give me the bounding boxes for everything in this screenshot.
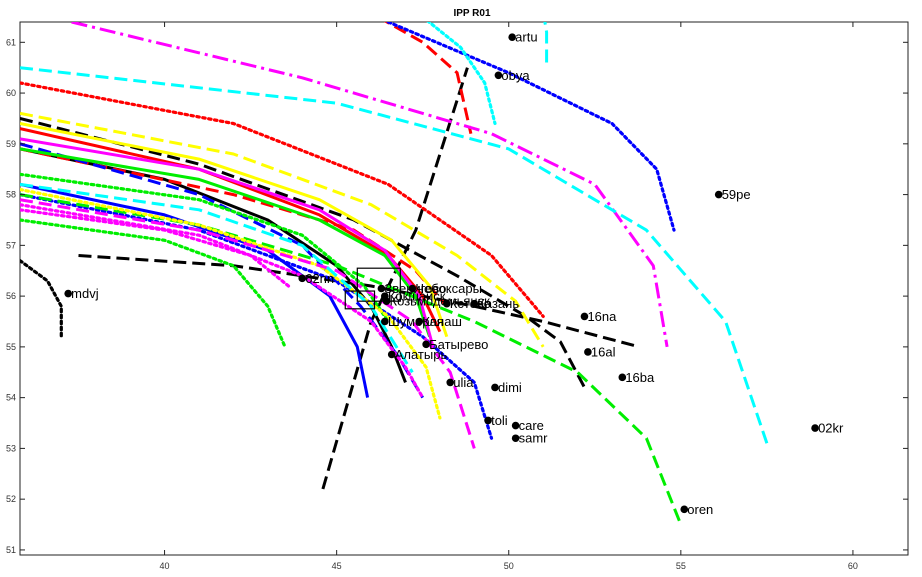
station-point-2 [714, 190, 723, 199]
station-point-6 [377, 284, 386, 293]
y-tick-label-1: 52 [6, 494, 16, 504]
station-point-1 [494, 71, 503, 80]
station-point-16 [584, 348, 592, 356]
series-line-19 [20, 187, 442, 420]
station-point-22 [511, 434, 520, 443]
station-point-5 [408, 284, 417, 293]
series-line-3 [321, 67, 469, 490]
x-tick-label-0: 40 [160, 561, 170, 571]
y-tick-label-9: 60 [6, 88, 16, 98]
station-label-17: 16ba [625, 370, 655, 385]
series-layer [20, 22, 769, 526]
series-line-25 [20, 66, 769, 444]
series-line-20 [20, 137, 435, 348]
station-point-25 [677, 6, 685, 14]
series-line-15 [20, 218, 287, 349]
tick-layer: 40 45 50 55 60 51 52 53 54 55 56 57 58 59 60 61 [6, 22, 908, 571]
series-line-11 [386, 22, 676, 232]
series-line-8 [20, 81, 545, 318]
series-line-16 [20, 172, 390, 324]
station-label-1: obya [501, 68, 530, 83]
station-point-8 [382, 297, 391, 305]
station-label-20: toli [491, 413, 508, 428]
station-point-21 [511, 421, 520, 430]
station-label-19: dimi [498, 380, 522, 395]
series-line-27 [426, 22, 497, 126]
station-point-11 [415, 317, 424, 326]
y-tick-label-8: 59 [6, 139, 16, 149]
station-point-13 [422, 340, 430, 349]
station-point-15 [580, 312, 589, 321]
x-tick-label-4: 60 [848, 561, 858, 571]
station-label-13: Батырево [429, 337, 488, 352]
station-label-21: care [519, 418, 544, 433]
station-label-23: 02kr [818, 421, 844, 436]
station-point-19 [491, 383, 499, 392]
y-tick-label-0: 51 [6, 545, 16, 555]
series-line-28 [543, 22, 549, 63]
station-label-9: Кстово [450, 296, 491, 311]
station-label-4: mdvj [71, 286, 99, 301]
x-tick-label-2: 50 [504, 561, 514, 571]
station-label-25: 02ta [684, 2, 710, 17]
station-label-18: ulia [453, 375, 474, 390]
station-label-6: Звенигово [384, 281, 446, 296]
station-label-11: Канаш [422, 314, 462, 329]
series-line-18 [20, 111, 545, 348]
station-label-2: 59pe [722, 187, 751, 202]
station-point-4 [64, 289, 72, 298]
y-tick-label-2: 53 [6, 443, 16, 453]
station-point-24 [680, 505, 689, 514]
series-line-24 [20, 203, 425, 400]
station-label-8: Козьмодемьянск [390, 294, 491, 309]
station-label-3: 62nn [305, 271, 334, 286]
station-label-5: Чебоксары [415, 281, 482, 296]
series-line-26 [20, 182, 414, 374]
station-label-15: 16na [587, 309, 617, 324]
series-line-22 [71, 22, 669, 348]
station-label-22: samr [519, 431, 549, 446]
series-line-1 [20, 116, 586, 389]
region-box-inner [344, 290, 376, 310]
station-point-23 [811, 424, 819, 432]
series-line-23 [20, 208, 291, 288]
x-tick-label-3: 55 [676, 561, 686, 571]
y-tick-label-4: 55 [6, 342, 16, 352]
region-box [356, 267, 401, 302]
station-label-16: 16al [591, 344, 616, 359]
station-label-12: Шумерля [388, 314, 444, 329]
station-point-9 [442, 299, 451, 308]
station-point-14 [387, 350, 396, 359]
chart-title: IPP R01 [453, 8, 490, 19]
x-tick-label-1: 45 [332, 561, 342, 571]
station-point-20 [484, 416, 492, 425]
station-point-0 [508, 33, 516, 42]
station-label-10: Казань [477, 296, 519, 311]
series-line-4 [20, 259, 63, 339]
station-layer: artu obya 59pe 62nn mdvj ЧебоксарыЗвениговоКо… [64, 2, 844, 517]
y-tick-label-7: 58 [6, 190, 16, 200]
series-line-13 [20, 147, 432, 338]
y-tick-label-5: 56 [6, 291, 16, 301]
station-point-18 [446, 378, 455, 387]
station-point-17 [618, 373, 627, 382]
station-point-10 [470, 299, 479, 308]
y-tick-label-10: 61 [6, 37, 16, 47]
station-point-12 [381, 317, 389, 326]
series-line-17 [20, 122, 449, 338]
station-point-3 [298, 274, 307, 283]
station-label-14: Алатырь [395, 347, 448, 362]
station-label-7: Кокшайск [388, 289, 446, 304]
station-label-0: artu [515, 30, 537, 45]
station-label-24: oren [687, 502, 713, 517]
y-tick-label-6: 57 [6, 240, 16, 250]
y-tick-label-3: 54 [6, 393, 16, 403]
series-line-7 [383, 22, 473, 135]
